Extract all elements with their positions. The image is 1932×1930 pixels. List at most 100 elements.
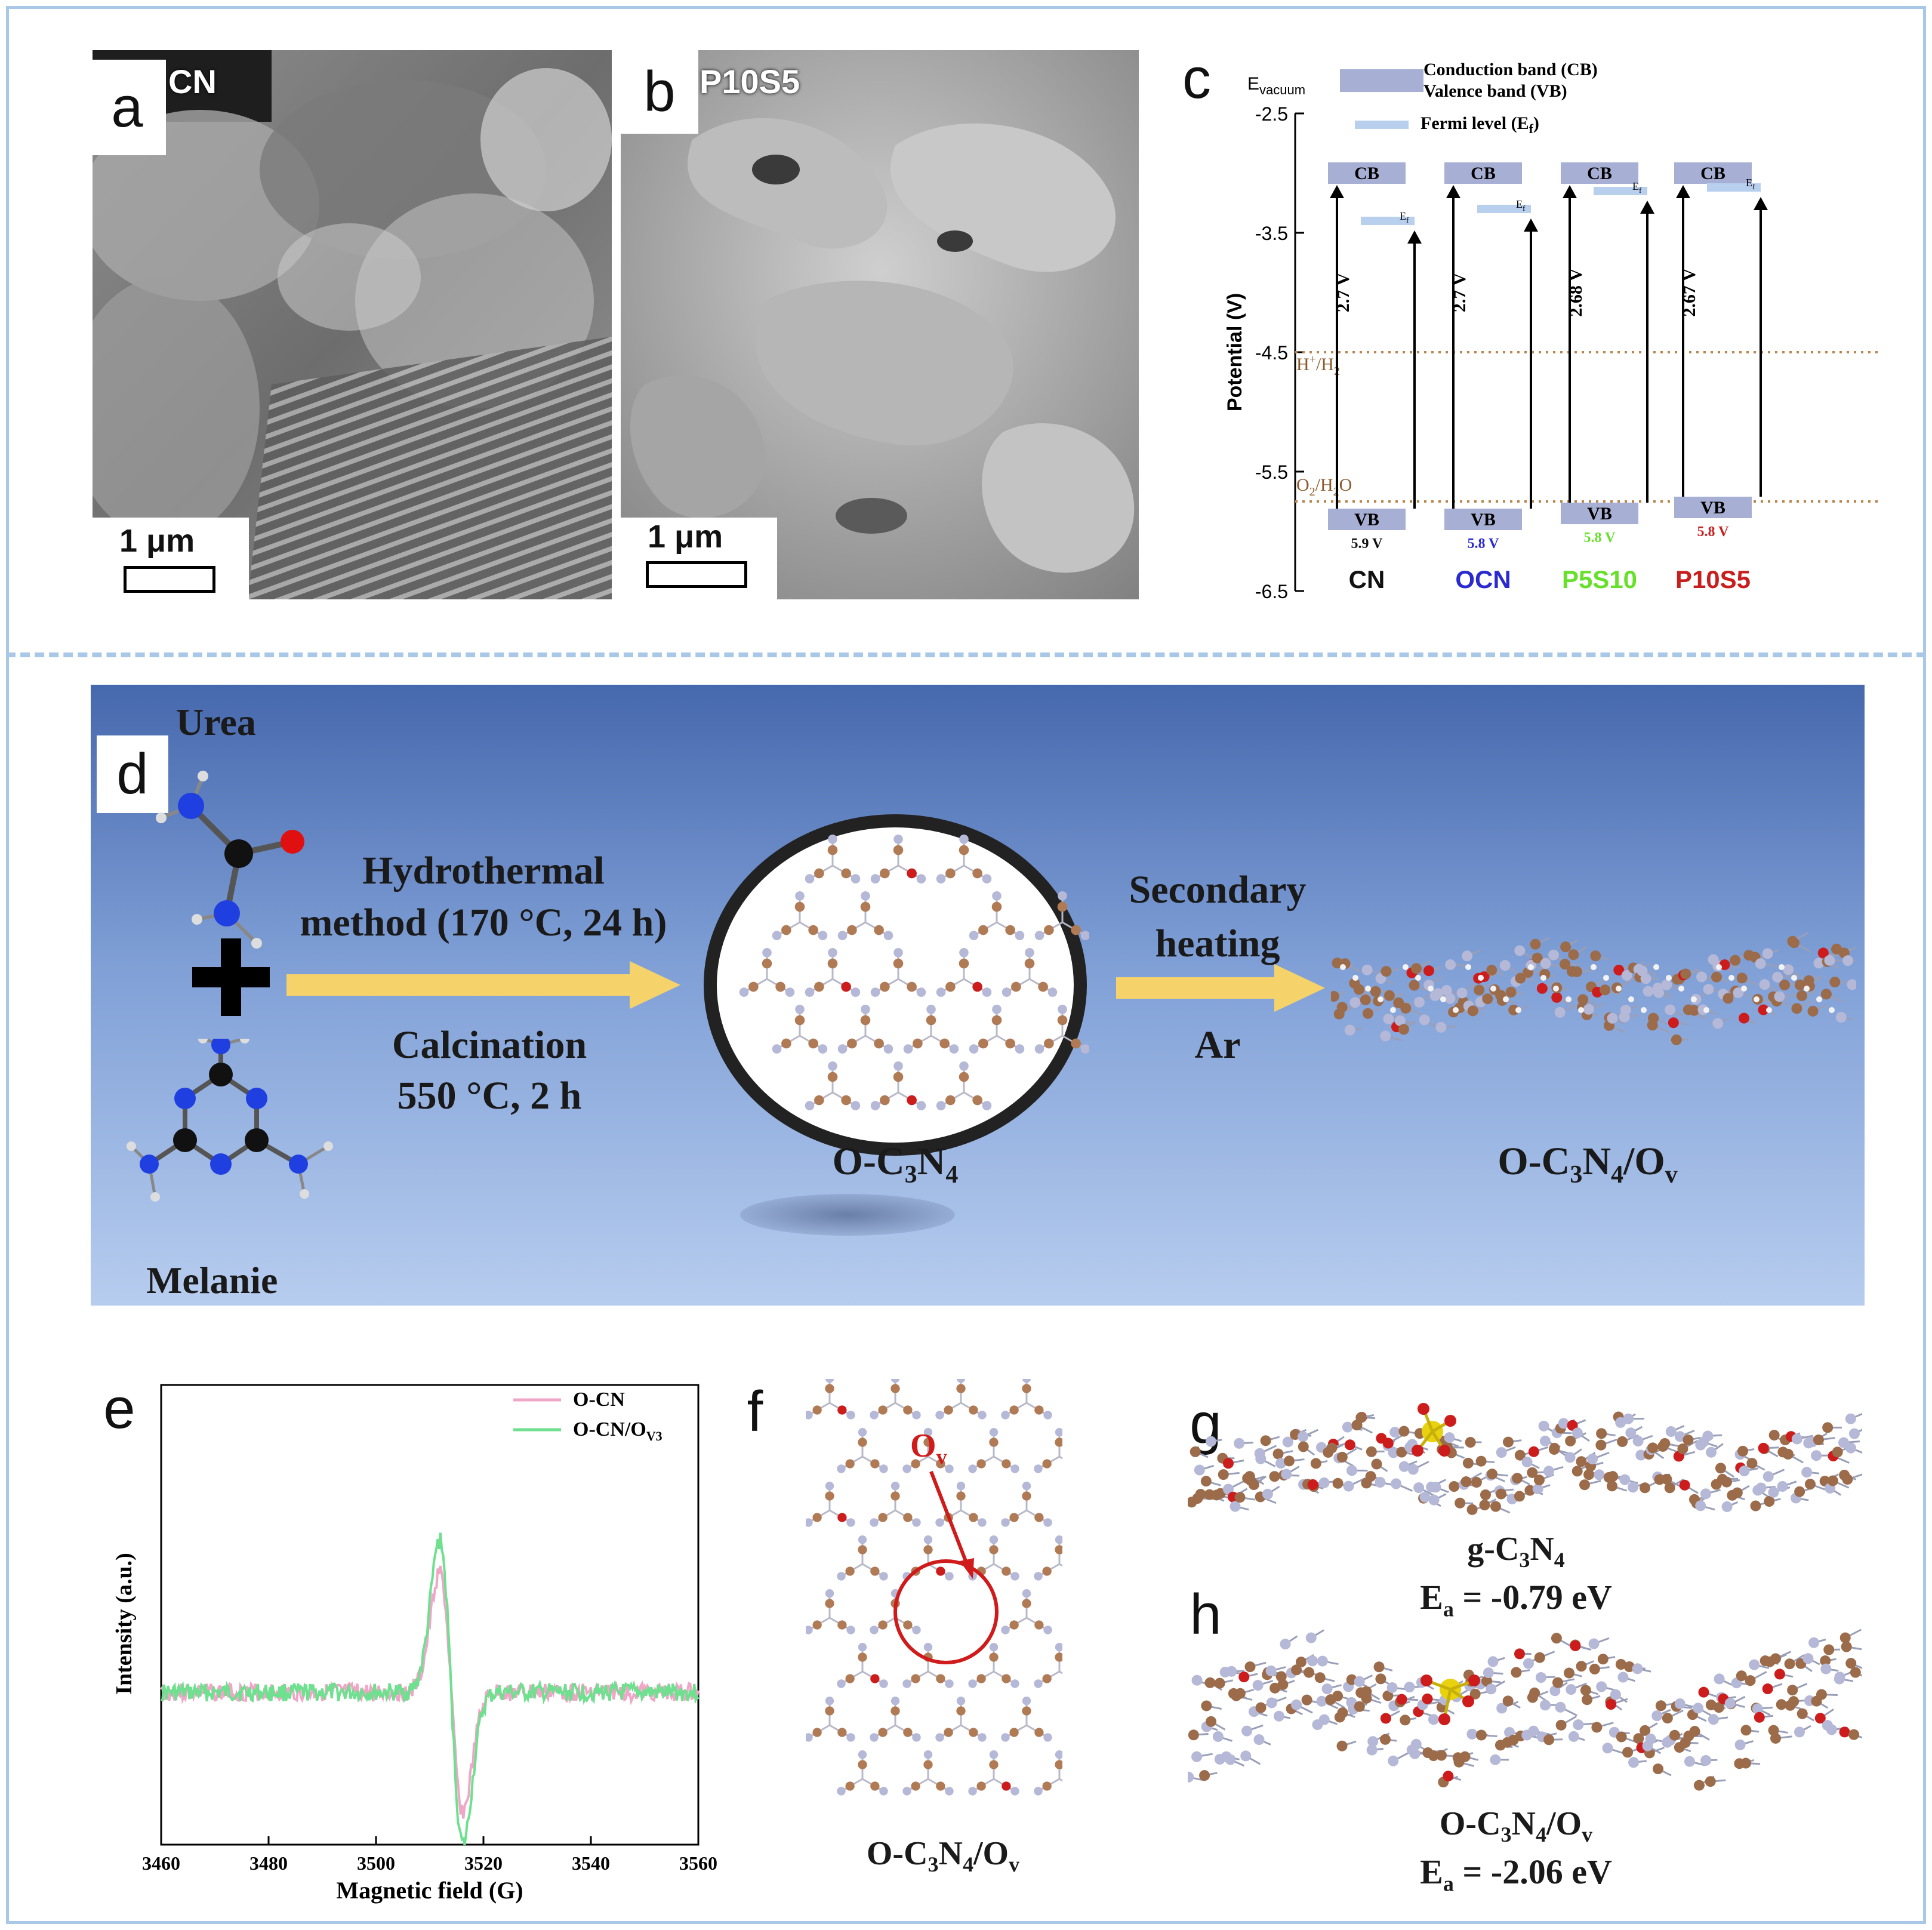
vb-label-3: VB (1700, 498, 1725, 518)
evacuum-label: Evacuum (1247, 74, 1305, 97)
gap-arrowhead-1 (1446, 185, 1460, 198)
panel-label-d: d (97, 735, 168, 813)
band-diagram-chart: Evacuum Conduction band (CB) Valence ban… (1224, 60, 1880, 602)
legend-fermi-swatch (1355, 121, 1409, 129)
gap-label-2: 2.68 V (1566, 268, 1586, 316)
fermi-label-3: Ef (1746, 177, 1755, 191)
step1-top: Hydrothermal (362, 849, 605, 892)
epr-chart: O-CN O-CN/OV3 3460 3480 3500 3520 3540 3560 I… (112, 1384, 717, 1904)
gap-arrowhead-0 (1330, 185, 1344, 198)
y-tick-label-4: -6.5 (1255, 581, 1288, 602)
panel-label-b: b (621, 50, 698, 134)
legend-o-cn: O-CN (573, 1389, 625, 1411)
vb-value-2: 5.8 V (1584, 530, 1616, 546)
cb-label-3: CB (1700, 164, 1725, 183)
legend-cb: Conduction band (CB) (1423, 60, 1598, 79)
fermi-level-2 (1594, 187, 1647, 195)
panel-label-f: f (728, 1379, 782, 1445)
vb-value-3: 5.8 V (1697, 524, 1730, 540)
vb-value-0: 5.9 V (1351, 536, 1383, 552)
gap-label-1: 2.7 V (1450, 273, 1469, 312)
oc3n4-label: O-C3N4 (832, 1140, 959, 1189)
panel-f-caption: O-C3N4/Ov (866, 1835, 1020, 1877)
fermi-level-3 (1707, 183, 1761, 192)
step2-bottom: Ar (1194, 1023, 1241, 1067)
panel-label-e: e (90, 1376, 149, 1442)
ov-marker: Ov (893, 1427, 999, 1664)
y-tick-label-1: -3.5 (1255, 223, 1288, 244)
panel-label-c: c (1170, 49, 1224, 109)
category-label-3: P10S5 (1675, 565, 1751, 593)
legend-vb: Valence band (VB) (1423, 81, 1567, 101)
melamine-molecule (127, 1039, 333, 1202)
legend-o-cn-ov3: O-CN/OV3 (573, 1418, 663, 1443)
figure-frame (6, 6, 1926, 1924)
panel-label-g: g (1176, 1391, 1235, 1457)
scale-bar-label-a: 1 μm (119, 523, 195, 559)
panel-h-caption: O-C3N4/Ov (1439, 1805, 1593, 1847)
panel-h-energy: Ea = -2.06 eV (1420, 1852, 1612, 1896)
panel-label-h: h (1176, 1582, 1235, 1648)
sem-image-p10s5 (621, 50, 1139, 599)
oc3n4-shadow (740, 1194, 955, 1236)
arrow-step2 (1116, 964, 1325, 1012)
scale-bar-label-b: 1 μm (648, 519, 723, 555)
y-tick-label-3: -5.5 (1255, 461, 1288, 483)
y-axis-label: Potential (V) (1224, 293, 1246, 411)
sem-sample-label-p10s5: P10S5 (700, 63, 800, 100)
fermi-arrowhead-2 (1640, 201, 1654, 214)
cb-label-1: CB (1471, 164, 1496, 183)
cb-band-3 (1674, 162, 1752, 184)
fermi-label-0: Ef (1400, 210, 1409, 224)
panel-g-caption: g-C3N4 (1467, 1531, 1565, 1572)
fermi-label-1: Ef (1516, 198, 1526, 213)
urea-label: Urea (176, 701, 256, 743)
step1-bottom2: 550 °C, 2 h (397, 1074, 582, 1118)
panel-g-energy: Ea = -0.79 eV (1420, 1578, 1612, 1621)
svg-text:Ov: Ov (910, 1427, 947, 1469)
oc3n4-ov-top-view (806, 1379, 1062, 1796)
step1-bottom1: Calcination (392, 1023, 587, 1067)
oc3n4-ov-structure (1331, 932, 1856, 1045)
vb-band-0 (1328, 509, 1406, 530)
gap-arrowhead-2 (1563, 185, 1577, 198)
epr-x-tick-label-4: 3540 (572, 1852, 610, 1874)
fermi-label-2: Ef (1632, 180, 1642, 195)
step2-top2: heating (1155, 922, 1280, 965)
arrow-step1 (286, 961, 680, 1009)
gap-label-3: 2.67 V (1680, 268, 1699, 316)
oc3n4-ov-label: O-C3N4/Ov (1497, 1140, 1678, 1189)
vb-band-1 (1444, 509, 1522, 530)
vb-band-2 (1561, 503, 1638, 524)
vb-value-1: 5.8 V (1468, 536, 1500, 552)
epr-x-label: Magnetic field (G) (336, 1877, 523, 1904)
sem-image-cn (93, 50, 612, 599)
scale-bar-b (646, 561, 747, 588)
vb-label-2: VB (1587, 504, 1612, 524)
epr-x-tick-label-0: 3460 (142, 1852, 180, 1874)
epr-x-tick-label-2: 3500 (357, 1852, 395, 1874)
vb-band-3 (1674, 497, 1752, 518)
fermi-arrowhead-0 (1407, 230, 1422, 244)
category-label-2: P5S10 (1562, 565, 1637, 593)
oc3n4-ov-adsorption-structure (1188, 1629, 1862, 1791)
fermi-arrowhead-3 (1754, 197, 1768, 210)
epr-x-tick-label-3: 3520 (464, 1852, 503, 1874)
cb-band-1 (1444, 162, 1522, 184)
epr-x-tick-label-1: 3480 (249, 1852, 288, 1874)
urea-molecule (156, 771, 304, 949)
gap-label-0: 2.7 V (1333, 273, 1353, 312)
g-c3n4-adsorption-structure (1188, 1403, 1862, 1515)
fermi-arrowhead-1 (1524, 218, 1538, 232)
oc3n4-structure-circle (704, 814, 1089, 1156)
melamine-label: Melanie (146, 1259, 278, 1301)
epr-series-o-cn-ov3 (161, 1532, 700, 1846)
panel-label-a: a (88, 60, 166, 155)
fermi-level-1 (1477, 205, 1531, 213)
legend-fermi: Fermi level (Ef) (1421, 113, 1539, 136)
section-divider (6, 652, 1926, 657)
y-tick-label-0: -2.5 (1255, 103, 1288, 125)
legend-band-swatch (1340, 69, 1423, 92)
y-tick-label-2: -4.5 (1255, 342, 1288, 364)
cb-label-2: CB (1587, 164, 1612, 183)
